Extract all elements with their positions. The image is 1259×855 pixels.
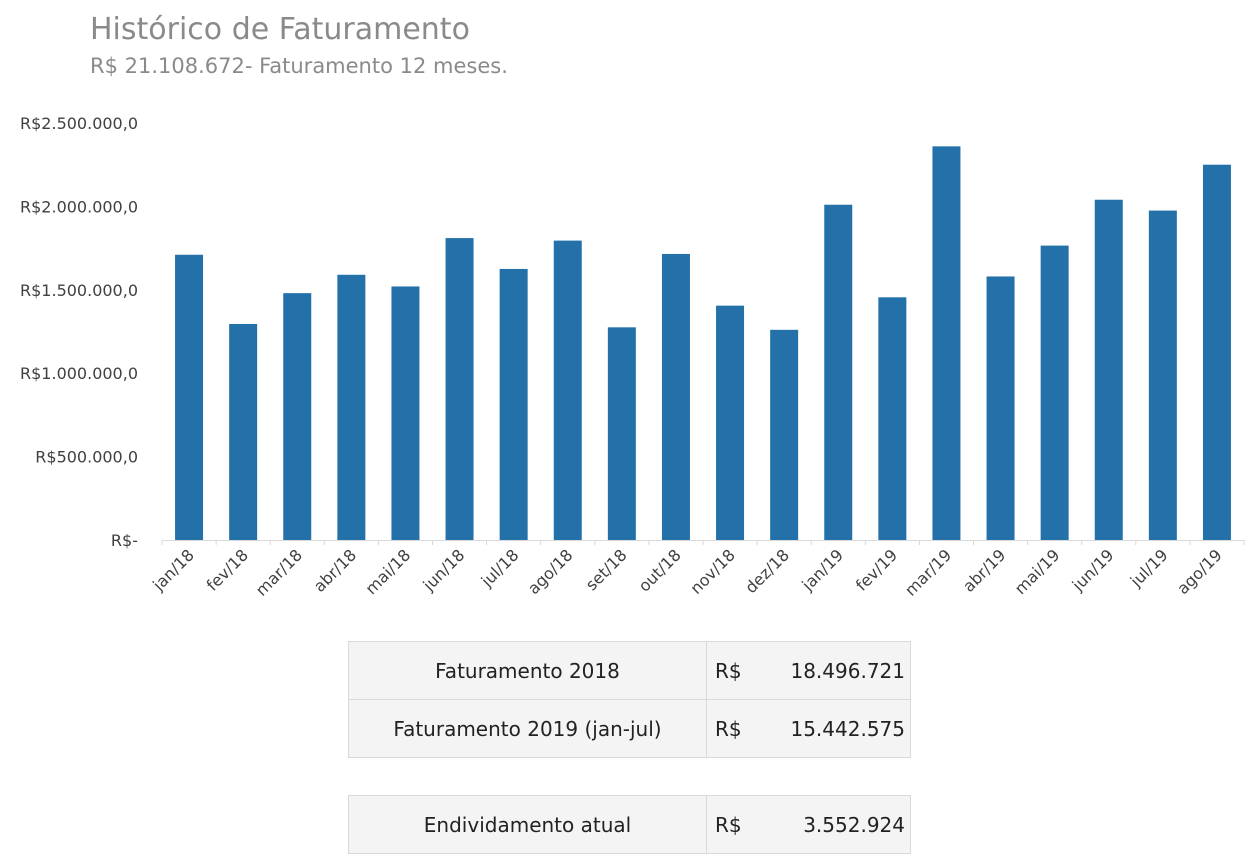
bar-mai-18 — [391, 286, 420, 540]
table-row: Faturamento 2018 R$ 18.496.721 — [348, 641, 911, 700]
debt-value: 3.552.924 — [803, 812, 905, 837]
x-tick-label: mai/18 — [362, 545, 415, 598]
x-tick-label: jun/18 — [419, 545, 469, 595]
bar-mar-19 — [932, 146, 961, 541]
x-tick-label: jul/18 — [477, 545, 523, 591]
x-tick-label: out/18 — [635, 545, 685, 595]
revenue-summary-table: Faturamento 2018 R$ 18.496.721 Faturamen… — [348, 641, 911, 758]
y-tick-label: R$1.500.000,0 — [20, 281, 138, 300]
bar-fev-18 — [229, 323, 258, 540]
x-tick-label: fev/18 — [203, 545, 252, 594]
x-tick-label: nov/18 — [686, 545, 738, 597]
table-row: Endividamento atual R$ 3.552.924 — [348, 795, 911, 854]
bar-jul-19 — [1148, 210, 1177, 540]
x-tick-label: jul/19 — [1126, 545, 1172, 591]
bar-jul-18 — [499, 268, 528, 540]
chart-title: Histórico de Faturamento — [90, 12, 470, 47]
x-tick-label: jan/18 — [148, 545, 198, 595]
revenue-2019-value: 15.442.575 — [790, 716, 905, 741]
revenue-2019-currency: R$ — [715, 716, 742, 741]
x-tick-label: jun/19 — [1068, 545, 1118, 595]
bar-out-18 — [661, 253, 690, 541]
x-tick-label: set/18 — [582, 545, 631, 594]
debt-currency: R$ — [715, 812, 742, 837]
x-tick-label: abr/18 — [310, 545, 360, 595]
x-tick-label: ago/18 — [524, 545, 577, 598]
bar-dez-18 — [770, 329, 799, 540]
y-tick-label: R$2.000.000,0 — [20, 197, 138, 216]
table-row: Faturamento 2019 (jan-jul) R$ 15.442.575 — [348, 699, 911, 758]
bar-nov-18 — [716, 305, 745, 540]
revenue-2018-currency: R$ — [715, 658, 742, 683]
bar-jan-19 — [824, 204, 853, 540]
x-tick-label: mai/19 — [1011, 545, 1064, 598]
chart-subtitle: R$ 21.108.672- Faturamento 12 meses. — [90, 54, 508, 78]
debt-summary-table: Endividamento atual R$ 3.552.924 — [348, 795, 911, 854]
bar-set-18 — [607, 327, 636, 540]
x-tick-label: abr/19 — [959, 545, 1009, 595]
bar-jun-19 — [1094, 199, 1123, 540]
revenue-2018-label: Faturamento 2018 — [348, 641, 707, 700]
x-tick-label: mar/19 — [901, 545, 955, 599]
bar-fev-19 — [878, 297, 907, 540]
x-tick-label: jan/19 — [797, 545, 847, 595]
x-tick-label: ago/19 — [1173, 545, 1226, 598]
bar-mar-18 — [283, 293, 312, 540]
bar-ago-19 — [1202, 164, 1231, 540]
revenue-2018-value: 18.496.721 — [790, 658, 905, 683]
x-tick-label: dez/18 — [741, 545, 793, 597]
bar-mai-19 — [1040, 245, 1069, 540]
revenue-2019-label: Faturamento 2019 (jan-jul) — [348, 699, 707, 758]
y-tick-label: R$500.000,0 — [35, 448, 138, 467]
debt-label: Endividamento atual — [348, 795, 707, 854]
y-tick-label: R$1.000.000,0 — [20, 364, 138, 383]
bar-ago-18 — [553, 240, 582, 540]
x-tick-label: fev/19 — [852, 545, 901, 594]
bar-jan-18 — [175, 254, 204, 540]
bar-abr-18 — [337, 274, 366, 540]
x-tick-label: mar/18 — [252, 545, 306, 599]
bar-chart: R$- R$500.000,0 R$1.000.000,0 R$1.500.000,0… — [20, 114, 1245, 600]
bar-jun-18 — [445, 238, 474, 541]
y-tick-label: R$2.500.000,0 — [20, 114, 138, 133]
bar-abr-19 — [986, 276, 1015, 540]
y-tick-label: R$- — [111, 531, 138, 550]
